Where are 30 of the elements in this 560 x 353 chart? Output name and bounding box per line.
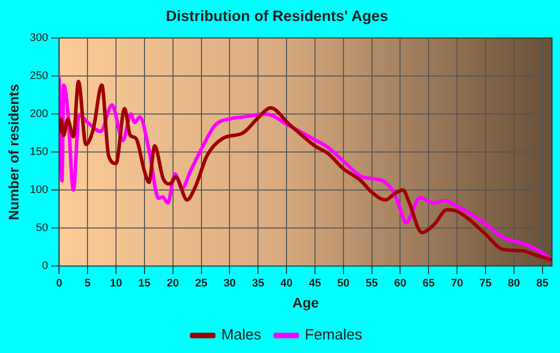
x-tick-label: 15	[138, 278, 151, 290]
x-axis-title: Age	[292, 294, 320, 310]
legend-label: Males	[221, 326, 262, 344]
x-tick-label: 80	[508, 278, 520, 290]
legend-label: Females	[304, 326, 362, 344]
x-tick-label: 40	[280, 278, 293, 290]
y-tick-label: 200	[30, 108, 48, 120]
x-tick-label: 85	[536, 278, 548, 290]
x-tick-label: 60	[394, 278, 406, 290]
x-tick-label: 25	[195, 278, 208, 290]
x-tick-label: 45	[308, 278, 322, 290]
y-tick-label: 300	[30, 32, 48, 44]
y-tick-label: 0	[42, 260, 48, 272]
x-tick-label: 0	[56, 278, 62, 290]
y-tick-label: 50	[36, 222, 48, 234]
y-tick-label: 150	[30, 146, 48, 158]
x-tick-label: 10	[110, 278, 122, 290]
x-tick-label: 75	[479, 278, 492, 290]
x-tick-label: 65	[422, 278, 435, 290]
x-tick-label: 50	[337, 278, 350, 290]
x-tick-label: 5	[84, 278, 91, 290]
x-tick-label: 35	[252, 278, 264, 290]
x-tick-label: 20	[166, 278, 179, 290]
x-tick-label: 70	[450, 278, 464, 290]
chart-title: Distribution of Residents' Ages	[166, 8, 388, 26]
x-tick-label: 55	[366, 278, 378, 290]
y-tick-label: 250	[30, 70, 48, 82]
x-tick-label: 30	[224, 278, 236, 290]
y-axis-title: Number of residents	[5, 84, 22, 220]
y-tick-label: 100	[30, 184, 48, 196]
